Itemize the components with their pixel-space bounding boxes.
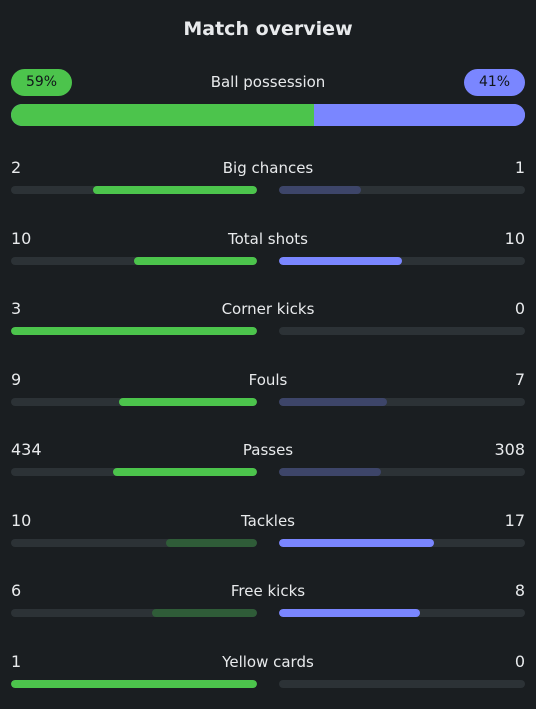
- stat-away-fill: [279, 609, 420, 617]
- stat-row-total-shots: 10 Total shots 10: [0, 229, 536, 273]
- stat-away-track: [279, 538, 525, 547]
- stat-home-fill: [118, 397, 257, 406]
- stat-away-fill: [279, 186, 361, 194]
- stat-away-value: 7: [514, 369, 525, 389]
- stat-home-value: 1: [11, 651, 22, 671]
- stat-home-fill: [151, 609, 257, 617]
- stat-home-track: [11, 397, 257, 406]
- stat-home-track: [11, 256, 257, 265]
- stat-home-fill: [113, 468, 257, 476]
- stat-home-track: [11, 468, 257, 476]
- possession-bar: [11, 104, 525, 126]
- stat-away-track: [279, 256, 525, 265]
- possession-home-fill: [11, 104, 315, 126]
- stat-away-track: [279, 468, 525, 476]
- stat-home-track: [11, 186, 257, 194]
- stat-label: Fouls: [248, 370, 288, 389]
- stat-home-value: 10: [11, 510, 32, 530]
- stat-away-value: 17: [504, 510, 525, 530]
- stat-away-track: [279, 609, 525, 617]
- stat-home-value: 3: [11, 299, 22, 318]
- stat-label: Free kicks: [230, 582, 306, 600]
- stat-away-fill: [279, 256, 402, 265]
- stat-away-track: [279, 397, 525, 406]
- stat-home-value: 2: [11, 158, 22, 177]
- stat-row-fouls: 9 Fouls 7: [0, 370, 536, 414]
- stat-label: Tackles: [240, 511, 296, 530]
- stat-home-value: 434: [11, 440, 42, 459]
- stat-home-fill: [11, 327, 257, 335]
- stat-row-tackles: 10 Tackles 17: [0, 511, 536, 555]
- stat-row-big-chances: 2 Big chances 1: [0, 158, 536, 202]
- stat-label: Big chances: [222, 159, 314, 177]
- stat-row-yellow-cards: 1 Yellow cards 0: [0, 652, 536, 696]
- stat-home-track: [11, 609, 257, 617]
- stat-home-fill: [134, 256, 257, 265]
- stat-away-track: [279, 327, 525, 335]
- stat-away-value: 308: [494, 440, 525, 459]
- stat-row-corner-kicks: 3 Corner kicks 0: [0, 299, 536, 343]
- stat-away-value: 8: [514, 581, 525, 600]
- stat-away-value: 0: [514, 299, 525, 318]
- possession-away-fill: [314, 104, 525, 126]
- stat-away-value: 10: [504, 228, 525, 248]
- stat-label: Passes: [242, 441, 294, 459]
- stat-away-fill: [279, 397, 387, 406]
- stat-home-fill: [11, 679, 257, 688]
- stat-home-value: 6: [11, 581, 22, 600]
- stat-home-value: 10: [11, 228, 32, 248]
- stat-row-free-kicks: 6 Free kicks 8: [0, 581, 536, 625]
- stat-home-track: [11, 679, 257, 688]
- stat-home-fill: [165, 538, 257, 547]
- stat-home-value: 9: [11, 369, 22, 389]
- stat-label: Total shots: [228, 229, 308, 248]
- stat-label: Yellow cards: [222, 652, 314, 671]
- stat-home-track: [11, 538, 257, 547]
- possession-home-badge: 59%: [11, 69, 72, 96]
- stat-away-fill: [279, 538, 434, 547]
- stat-home-track: [11, 327, 257, 335]
- stat-label: Corner kicks: [221, 300, 315, 318]
- stat-away-value: 1: [514, 158, 525, 177]
- stat-home-fill: [93, 186, 257, 194]
- possession-away-badge: 41%: [464, 69, 525, 96]
- stat-away-track: [279, 679, 525, 688]
- stat-row-passes: 434 Passes 308: [0, 440, 536, 484]
- stat-away-fill: [279, 468, 382, 476]
- stat-away-track: [279, 186, 525, 194]
- stat-away-value: 0: [514, 651, 525, 671]
- page-title: Match overview: [183, 18, 353, 40]
- possession-label: Ball possession: [210, 73, 326, 91]
